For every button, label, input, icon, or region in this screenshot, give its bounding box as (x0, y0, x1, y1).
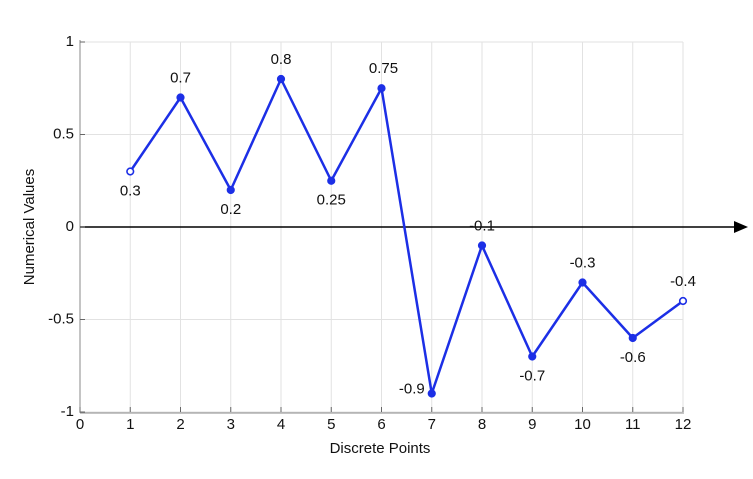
x-tick-label: 6 (377, 416, 385, 433)
data-label: 0.25 (317, 192, 346, 209)
y-tick-label: 0.5 (53, 125, 74, 142)
data-point (578, 278, 587, 287)
data-point (377, 84, 386, 93)
data-label: -0.6 (620, 349, 646, 366)
data-line (129, 77, 684, 395)
data-point (628, 333, 637, 343)
data-point (327, 176, 336, 185)
x-tick-label: 12 (675, 416, 692, 433)
x-tick-label: 7 (428, 416, 436, 433)
data-point (678, 296, 688, 306)
data-label: 0.75 (369, 60, 398, 77)
data-point (126, 167, 135, 176)
data-label: -0.4 (670, 273, 696, 290)
data-label: 0.8 (271, 51, 292, 68)
data-label: -0.1 (469, 217, 495, 234)
x-tick-label: 1 (126, 416, 134, 433)
data-label: -0.9 (399, 380, 425, 397)
x-axis-label: Discrete Points (330, 440, 431, 457)
x-tick-label: 5 (327, 416, 335, 433)
y-tick-label: 0 (66, 218, 74, 235)
data-label: 0.3 (120, 182, 141, 199)
data-point (226, 185, 235, 195)
y-tick-label: -1 (61, 403, 74, 420)
x-tick-label: 10 (574, 416, 591, 433)
y-tick-label: 1 (66, 33, 74, 50)
data-label: -0.7 (519, 367, 545, 384)
data-label: -0.3 (570, 254, 596, 271)
x-tick-label: 8 (478, 416, 486, 433)
x-tick-label: 11 (625, 416, 641, 433)
data-point (477, 241, 487, 250)
axis-arrow (734, 221, 748, 233)
data-point (276, 74, 286, 84)
x-tick-label: 4 (277, 416, 285, 433)
x-tick-label: 3 (227, 416, 235, 433)
data-label: 0.2 (220, 201, 241, 218)
x-tick-label: 2 (176, 416, 184, 433)
x-tick-label: 0 (76, 416, 84, 433)
data-point (528, 352, 537, 361)
data-point (176, 93, 185, 102)
x-tick-label: 9 (528, 416, 536, 433)
y-tick-label: -0.5 (48, 310, 74, 327)
data-point (427, 389, 436, 398)
y-axis-label: Numerical Values (21, 169, 38, 285)
data-label: 0.7 (170, 69, 191, 86)
